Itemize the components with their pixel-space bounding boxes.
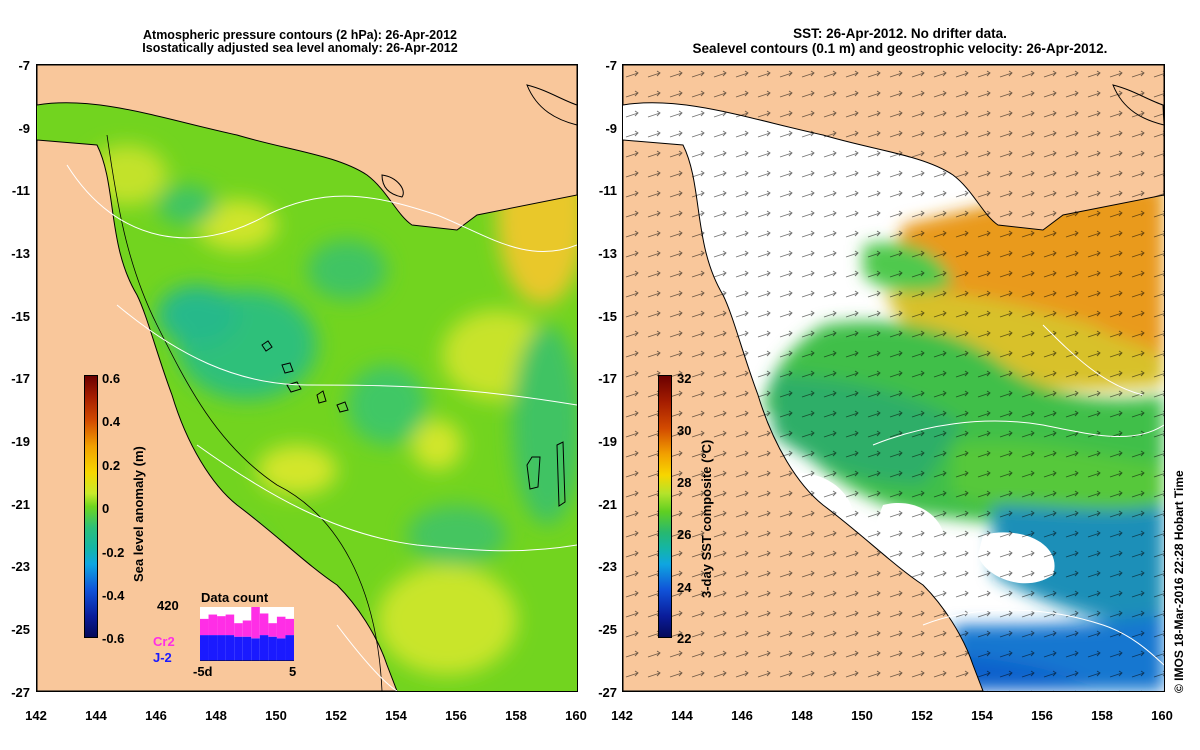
- left-title-line2: Isostatically adjusted sea level anomaly…: [142, 41, 458, 55]
- cr2-count-bar: [259, 613, 269, 636]
- j2-count-bar: [208, 635, 218, 661]
- sst-colorbar-tick: 22: [677, 631, 692, 646]
- cr2-legend: Cr2: [153, 634, 175, 649]
- right-ytick: -25: [598, 622, 617, 637]
- cr2-count-bar: [234, 623, 243, 637]
- imos-watermark: © IMOS 18-Mar-2016 22:28 Hobart Time: [1172, 470, 1186, 693]
- sst-colorbar-tick: 26: [677, 527, 692, 542]
- left-xtick: 154: [385, 708, 407, 723]
- left-ytick: -7: [18, 58, 30, 73]
- left-ytick: -21: [11, 497, 30, 512]
- j2-count-bar: [242, 636, 252, 661]
- right-xtick: 144: [671, 708, 693, 723]
- right-ytick: -21: [598, 497, 617, 512]
- right-ytick: -23: [598, 559, 617, 574]
- cr2-count-bar: [276, 616, 286, 639]
- left-ytick: -9: [18, 121, 30, 136]
- left-xtick: 150: [265, 708, 287, 723]
- cr2-count-bar: [251, 607, 260, 639]
- sla-colorbar-tick: -0.2: [102, 545, 125, 560]
- sla-colorbar-tick: -0.6: [102, 631, 125, 646]
- right-ytick: -17: [598, 371, 617, 386]
- left-ytick: -15: [11, 309, 30, 324]
- right-title-line1: SST: 26-Apr-2012. No drifter data.: [793, 26, 1007, 41]
- sla-colorbar: [84, 375, 98, 638]
- right-xtick: 146: [731, 708, 753, 723]
- left-ytick: -27: [11, 685, 30, 700]
- j2-count-bar: [217, 635, 226, 661]
- right-ytick: -19: [598, 434, 617, 449]
- sla-colorbar-tick: -0.4: [102, 588, 125, 603]
- j2-count-bar: [276, 638, 286, 661]
- left-ytick: -25: [11, 622, 30, 637]
- data-count-max: 420: [157, 598, 179, 613]
- sla-colorbar-title: Sea level anomaly (m): [131, 446, 146, 582]
- right-ytick: -7: [605, 58, 617, 73]
- cr2-count-bar: [268, 623, 277, 637]
- right-ytick: -13: [598, 246, 617, 261]
- data-count-histogram: [200, 607, 294, 661]
- cr2-count-bar: [285, 618, 294, 636]
- sla-colorbar-tick: 0.4: [102, 414, 121, 429]
- sla-colorbar-tick: 0: [102, 501, 110, 516]
- sst-colorbar-tick: 28: [677, 475, 692, 490]
- left-ytick: -13: [11, 246, 30, 261]
- left-xtick: 158: [505, 708, 527, 723]
- right-ytick: -15: [598, 309, 617, 324]
- data-count-xmin: -5d: [193, 664, 213, 679]
- right-title-line2: Sealevel contours (0.1 m) and geostrophi…: [692, 41, 1108, 56]
- right-ytick: -9: [605, 121, 617, 136]
- right-ytick: -27: [598, 685, 617, 700]
- right-xtick: 142: [611, 708, 633, 723]
- cr2-count-bar: [225, 614, 235, 636]
- data-count-title: Data count: [201, 590, 269, 605]
- sea-level-anomaly-map: [36, 64, 578, 692]
- left-xtick: 156: [445, 708, 467, 723]
- sst-colorbar-title: 3-day SST composite (°C): [699, 439, 714, 598]
- left-ytick: -19: [11, 434, 30, 449]
- j2-count-bar: [259, 635, 269, 661]
- left-xtick: 160: [565, 708, 587, 723]
- j2-count-bar: [285, 635, 294, 661]
- j2-legend: J-2: [153, 650, 172, 665]
- right-xtick: 156: [1031, 708, 1053, 723]
- sst-map: [622, 64, 1165, 692]
- cr2-count-bar: [208, 614, 218, 636]
- sst-colorbar-tick: 32: [677, 371, 692, 386]
- left-xtick: 146: [145, 708, 167, 723]
- sst-colorbar-tick: 30: [677, 423, 692, 438]
- sla-colorbar-tick: 0.2: [102, 458, 121, 473]
- left-ytick: -11: [11, 183, 30, 198]
- left-ytick: -17: [11, 371, 30, 386]
- left-ytick: -23: [11, 559, 30, 574]
- data-count-xmax: 5: [289, 664, 297, 679]
- right-xtick: 150: [851, 708, 873, 723]
- j2-count-bar: [251, 638, 260, 661]
- j2-count-bar: [234, 636, 243, 661]
- sla-colorbar-tick: 0.6: [102, 371, 121, 386]
- j2-count-bar: [268, 636, 277, 661]
- j2-count-bar: [225, 635, 235, 661]
- j2-count-bar: [200, 635, 209, 661]
- right-xtick: 154: [971, 708, 993, 723]
- right-xtick: 152: [911, 708, 933, 723]
- left-xtick: 142: [25, 708, 47, 723]
- cr2-count-bar: [200, 618, 209, 636]
- cr2-count-bar: [217, 616, 226, 636]
- sst-colorbar: [658, 375, 672, 638]
- right-ytick: -11: [598, 183, 617, 198]
- right-xtick: 160: [1151, 708, 1173, 723]
- right-xtick: 158: [1091, 708, 1113, 723]
- left-xtick: 144: [85, 708, 107, 723]
- right-xtick: 148: [791, 708, 813, 723]
- left-title-line1: Atmospheric pressure contours (2 hPa): 2…: [143, 28, 457, 42]
- sst-colorbar-tick: 24: [677, 580, 692, 595]
- left-xtick: 152: [325, 708, 347, 723]
- left-xtick: 148: [205, 708, 227, 723]
- cr2-count-bar: [242, 620, 252, 637]
